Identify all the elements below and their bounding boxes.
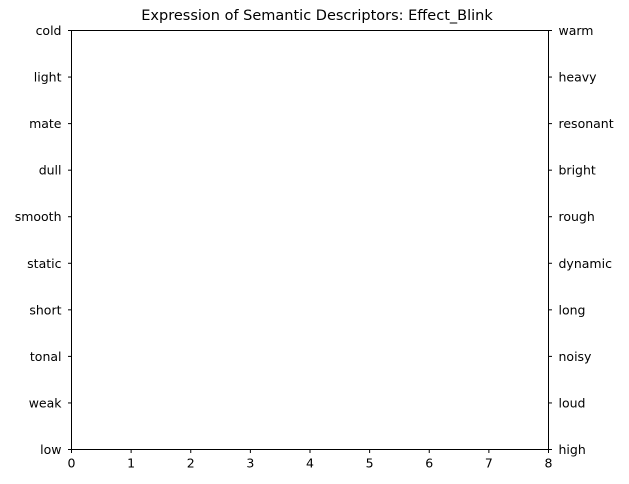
x-tick-label: 5	[366, 456, 374, 471]
right-descriptor-label: warm	[559, 23, 594, 38]
x-tick-label: 3	[246, 456, 254, 471]
left-descriptor-label: low	[40, 442, 61, 457]
right-descriptor-label: high	[559, 442, 586, 457]
plot-area-frame	[71, 30, 549, 450]
right-descriptor-label: noisy	[559, 349, 593, 364]
left-descriptor-label: static	[27, 256, 61, 271]
left-descriptor-label: dull	[39, 163, 62, 178]
left-descriptor-label: tonal	[30, 349, 62, 364]
left-descriptor-label: short	[29, 302, 61, 317]
x-axis-ticks: 0 1 2 3 4 5 6 7 8	[68, 449, 553, 471]
x-tick-label: 8	[545, 456, 553, 471]
left-descriptor-label: cold	[36, 23, 62, 38]
x-tick-label: 7	[485, 456, 493, 471]
right-descriptor-label: loud	[559, 395, 586, 410]
x-tick-label: 1	[127, 456, 135, 471]
chart-title: Expression of Semantic Descriptors: Effe…	[141, 8, 493, 24]
right-descriptor-label: long	[559, 302, 586, 317]
right-descriptor-label: bright	[559, 163, 596, 178]
left-descriptor-label: mate	[29, 116, 62, 131]
left-descriptor-label: light	[34, 70, 62, 85]
x-tick-label: 0	[68, 456, 76, 471]
left-axis-ticks: cold light mate dull smooth static short tonal w…	[15, 23, 72, 457]
left-descriptor-label: smooth	[15, 209, 62, 224]
x-tick-label: 2	[187, 456, 195, 471]
right-descriptor-label: rough	[559, 209, 595, 224]
right-descriptor-label: heavy	[559, 70, 598, 85]
left-descriptor-label: weak	[29, 395, 63, 410]
right-descriptor-label: dynamic	[559, 256, 613, 271]
x-tick-label: 6	[425, 456, 433, 471]
right-axis-ticks: warm heavy resonant bright rough dynamic long n…	[548, 23, 614, 457]
right-descriptor-label: resonant	[559, 116, 614, 131]
x-tick-label: 4	[306, 456, 314, 471]
